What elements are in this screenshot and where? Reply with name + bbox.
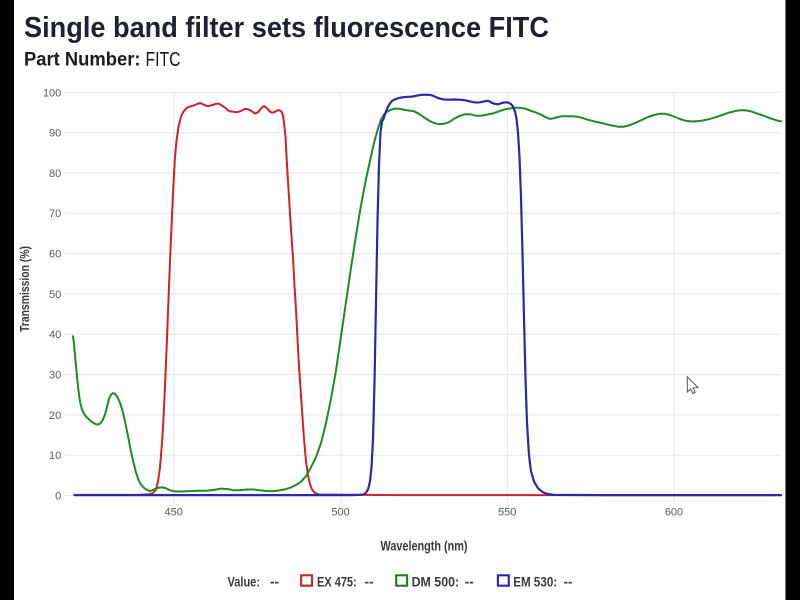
- svg-text:450: 450: [165, 507, 183, 519]
- svg-text:Wavelength (nm): Wavelength (nm): [381, 538, 468, 554]
- svg-text:--: --: [564, 575, 573, 590]
- svg-text:100: 100: [43, 87, 61, 99]
- svg-text:Single band filter sets fluore: Single band filter sets fluorescence FIT…: [24, 12, 549, 44]
- svg-text:--: --: [465, 575, 474, 590]
- svg-text:20: 20: [49, 410, 61, 422]
- svg-text:0: 0: [55, 490, 61, 502]
- svg-text:50: 50: [49, 289, 61, 301]
- svg-text:30: 30: [49, 370, 61, 382]
- svg-text:--: --: [365, 575, 374, 590]
- svg-text:60: 60: [49, 249, 61, 261]
- svg-text:550: 550: [498, 507, 516, 519]
- svg-text:600: 600: [665, 507, 683, 519]
- svg-text:10: 10: [49, 450, 61, 462]
- svg-text:EM 530:: EM 530:: [513, 575, 557, 590]
- svg-text:500: 500: [331, 507, 349, 519]
- svg-text:Part Number:: Part Number:: [24, 49, 141, 71]
- svg-text:Transmission (%): Transmission (%): [17, 246, 32, 332]
- svg-text:40: 40: [49, 329, 61, 341]
- svg-text:70: 70: [49, 208, 61, 220]
- svg-text:DM 500:: DM 500:: [412, 575, 460, 590]
- svg-text:--: --: [270, 575, 279, 590]
- svg-text:EX 475:: EX 475:: [317, 575, 357, 590]
- svg-text:90: 90: [49, 128, 61, 140]
- svg-text:FITC: FITC: [146, 49, 181, 71]
- svg-text:Value:: Value:: [228, 575, 261, 590]
- svg-text:80: 80: [49, 168, 61, 180]
